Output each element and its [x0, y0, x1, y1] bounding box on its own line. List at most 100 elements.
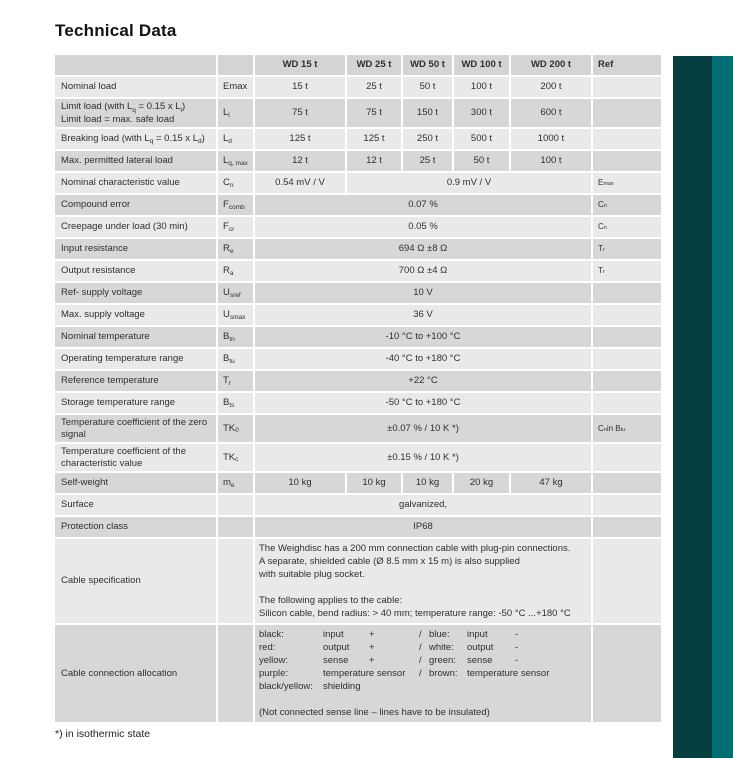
table-row: Surface galvanized, — [55, 495, 661, 515]
ref-cell — [593, 473, 661, 493]
ref-cell — [593, 129, 661, 149]
sidebar-band-light — [712, 56, 733, 758]
symbol-cell: Emax — [218, 77, 253, 97]
value-cell: 125 t — [255, 129, 345, 149]
allocation-row: purple: temperature sensor / brown: temperat… — [259, 668, 550, 679]
param-label: Temperature coefficient of the zero signa… — [55, 415, 216, 442]
value-cell: -40 °C to +180 °C — [255, 349, 591, 369]
value-cell: 10 kg — [347, 473, 401, 493]
cable-allocation-text: black: input + / blue: input - red: output + / whit… — [255, 625, 591, 722]
value-cell: ±0.07 % / 10 K *) — [255, 415, 591, 442]
table-header-row: WD 15 t WD 25 t WD 50 t WD 100 t WD 200 t Ref — [55, 55, 661, 75]
ref-cell — [593, 444, 661, 471]
param-label: Reference temperature — [55, 371, 216, 391]
column-header — [55, 55, 216, 75]
param-label: Max. supply voltage — [55, 305, 216, 325]
value-cell: -50 °C to +180 °C — [255, 393, 591, 413]
allocation-row: red: output + / white: output - — [259, 642, 519, 653]
value-cell: 500 t — [454, 129, 509, 149]
allocation-row: black: input + / blue: input - — [259, 629, 519, 640]
technical-data-table: WD 15 t WD 25 t WD 50 t WD 100 t WD 200 t Ref… — [55, 55, 661, 724]
param-label: Operating temperature range — [55, 349, 216, 369]
symbol-cell: TK c — [218, 444, 253, 471]
value-cell: 300 t — [454, 99, 509, 127]
allocation-note: (Not connected sense line – lines have t… — [259, 707, 490, 718]
symbol-cell — [218, 539, 253, 623]
value-cell: 0.54 mV / V — [255, 173, 345, 193]
table-row: Cable specification The Weighdisc has a 2… — [55, 539, 661, 623]
table-row: Temperature coefficient of the zero signa… — [55, 415, 661, 442]
value-cell: 20 kg — [454, 473, 509, 493]
value-cell: 10 kg — [403, 473, 452, 493]
value-cell: 694 Ω ±8 Ω — [255, 239, 591, 259]
table-row: Self-weight m e 10 kg 10 kg 10 kg 20 kg 47 kg — [55, 473, 661, 493]
column-header: WD 25 t — [347, 55, 401, 75]
ref-cell — [593, 77, 661, 97]
cable-spec-text: The Weighdisc has a 200 mm connection ca… — [255, 539, 591, 623]
value-cell: 12 t — [255, 151, 345, 171]
column-header — [218, 55, 253, 75]
param-label: Storage temperature range — [55, 393, 216, 413]
value-cell: 125 t — [347, 129, 401, 149]
param-label: Protection class — [55, 517, 216, 537]
param-label: Self-weight — [55, 473, 216, 493]
value-cell: 50 t — [454, 151, 509, 171]
param-label: Output resistance — [55, 261, 216, 281]
value-cell: 600 t — [511, 99, 591, 127]
param-label: Cable connection allocation — [55, 625, 216, 722]
column-header: WD 15 t — [255, 55, 345, 75]
column-header: WD 50 t — [403, 55, 452, 75]
param-label: Creepage under load (30 min) — [55, 217, 216, 237]
param-label: Limit load (with Lq = 0.15 x Ll) Limit lo… — [55, 99, 216, 127]
value-cell: 75 t — [347, 99, 401, 127]
table-row: Limit load (with Lq = 0.15 x Ll) Limit lo… — [55, 99, 661, 127]
value-cell: 200 t — [511, 77, 591, 97]
value-cell: 0.05 % — [255, 217, 591, 237]
value-cell: 1000 t — [511, 129, 591, 149]
table-row: Nominal load Emax 15 t 25 t 50 t 100 t 200 t — [55, 77, 661, 97]
value-cell: 47 kg — [511, 473, 591, 493]
column-header: Ref — [593, 55, 661, 75]
value-cell: galvanized, — [255, 495, 591, 515]
value-cell: 100 t — [511, 151, 591, 171]
value-cell: 50 t — [403, 77, 452, 97]
value-cell: 25 t — [347, 77, 401, 97]
footnote: *) in isothermic state — [55, 728, 151, 740]
param-label: Breaking load (with Lq = 0.15 x Ld) — [55, 129, 216, 149]
value-cell: 15 t — [255, 77, 345, 97]
value-cell: 10 V — [255, 283, 591, 303]
value-cell: 10 kg — [255, 473, 345, 493]
symbol-cell — [218, 517, 253, 537]
value-cell: 700 Ω ±4 Ω — [255, 261, 591, 281]
ref-cell — [593, 625, 661, 722]
value-cell: +22 °C — [255, 371, 591, 391]
page-title: Technical Data — [55, 21, 177, 40]
allocation-row: black/yellow: shielding — [259, 681, 361, 692]
sidebar-band-dark — [673, 56, 712, 758]
ref-cell — [593, 517, 661, 537]
param-label: Cable specification — [55, 539, 216, 623]
column-header: WD 100 t — [454, 55, 509, 75]
param-label: Max. permitted lateral load — [55, 151, 216, 171]
ref-cell — [593, 371, 661, 391]
